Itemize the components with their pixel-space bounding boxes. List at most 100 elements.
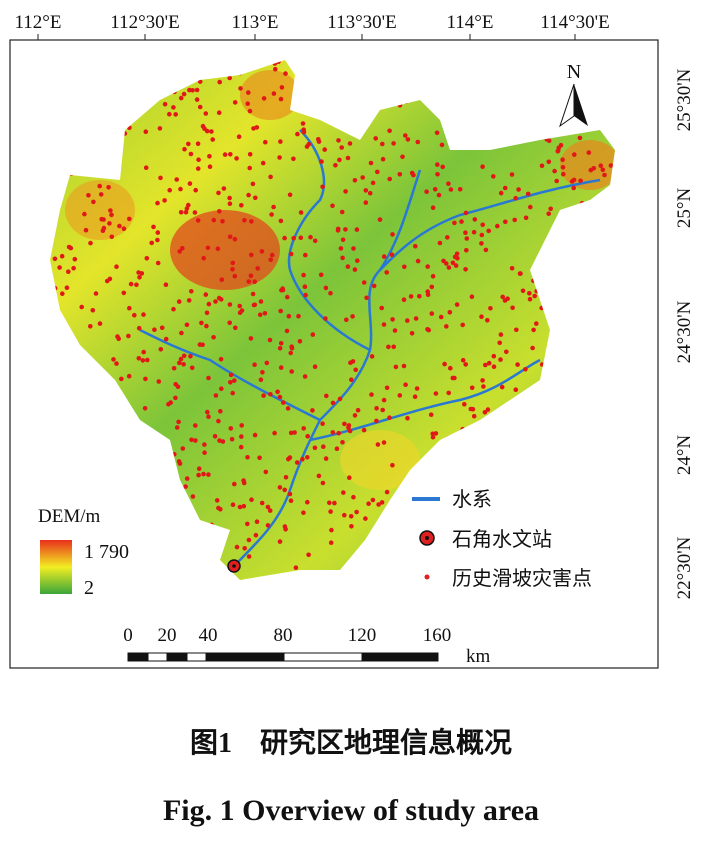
landslide-point xyxy=(261,393,266,398)
landslide-point xyxy=(263,139,268,145)
landslide-point xyxy=(252,432,258,438)
north-arrow xyxy=(574,84,588,126)
landslide-point xyxy=(561,171,566,177)
landslide-point xyxy=(546,211,551,216)
landslide-point xyxy=(472,217,478,222)
landslide-point xyxy=(370,497,376,503)
landslide-point xyxy=(363,516,368,521)
landslide-point xyxy=(470,406,476,412)
landslide-point xyxy=(380,156,386,162)
landslide-point xyxy=(367,190,373,196)
landslide-point xyxy=(464,248,469,253)
landslide-point xyxy=(336,430,342,436)
landslide-point xyxy=(88,240,93,246)
landslide-point xyxy=(233,325,238,331)
landslide-point xyxy=(116,336,121,342)
landslide-point xyxy=(405,318,410,323)
landslide-point xyxy=(430,205,436,210)
landslide-point xyxy=(275,389,280,395)
landslide-point xyxy=(555,148,561,153)
landslide-point xyxy=(310,408,315,413)
landslide-point xyxy=(531,327,536,333)
landslide-point xyxy=(452,220,457,226)
landslide-point xyxy=(320,184,325,190)
landslide-point xyxy=(136,325,142,331)
landslide-point xyxy=(384,385,390,391)
landslide-point xyxy=(263,469,269,475)
landslide-point xyxy=(588,167,594,173)
landslide-point xyxy=(71,265,76,271)
lon-label: 112°E xyxy=(15,12,62,33)
landslide-point xyxy=(377,217,383,222)
landslide-point xyxy=(202,442,207,447)
landslide-point xyxy=(180,246,185,251)
scale-label: 160 xyxy=(423,625,452,646)
landslide-point xyxy=(246,554,252,559)
landslide-point xyxy=(206,375,211,381)
landslide-point xyxy=(513,387,519,393)
landslide-point xyxy=(303,252,308,258)
landslide-point xyxy=(206,472,211,477)
landslide-point xyxy=(333,163,338,168)
landslide-point xyxy=(259,500,265,506)
landslide-point xyxy=(106,185,111,190)
landslide-point xyxy=(282,487,288,493)
landslide-point xyxy=(343,189,348,194)
landslide-point xyxy=(155,260,161,266)
landslide-point xyxy=(126,333,131,339)
landslide-point xyxy=(178,95,184,101)
landslide-point xyxy=(479,241,484,246)
landslide-point xyxy=(176,459,182,464)
landslide-point xyxy=(457,187,463,192)
landslide-point xyxy=(227,234,233,240)
landslide-point xyxy=(480,378,485,383)
landslide-point xyxy=(176,299,182,304)
landslide-point xyxy=(338,246,344,251)
landslide-point xyxy=(152,327,157,333)
landslide-point xyxy=(354,227,360,232)
landslide-point xyxy=(323,285,329,291)
landslide-point xyxy=(381,397,387,403)
landslide-point xyxy=(121,290,127,296)
landslide-point xyxy=(206,414,211,420)
landslide-point xyxy=(558,142,564,148)
landslide-point xyxy=(520,288,526,294)
lon-label: 114°E xyxy=(447,12,494,33)
landslide-point xyxy=(375,442,381,447)
dem-max: 1 790 xyxy=(84,541,129,563)
landslide-point xyxy=(286,456,291,462)
landslide-point xyxy=(186,202,191,208)
landslide-point xyxy=(195,218,201,223)
landslide-point xyxy=(513,195,518,201)
landslide-point xyxy=(435,172,440,177)
landslide-point xyxy=(335,228,341,233)
landslide-point xyxy=(355,258,360,264)
landslide-point xyxy=(361,427,367,433)
landslide-point xyxy=(384,270,390,275)
landslide-point xyxy=(234,544,240,550)
landslide-point xyxy=(232,378,237,383)
station-marker xyxy=(232,564,236,568)
landslide-point xyxy=(100,228,106,233)
landslide-point xyxy=(212,434,218,439)
landslide-point xyxy=(232,481,237,487)
landslide-point xyxy=(229,436,235,442)
landslide-point xyxy=(586,150,592,155)
landslide-point xyxy=(264,360,270,366)
landslide-point xyxy=(283,475,289,480)
landslide-point xyxy=(278,308,284,314)
landslide-point xyxy=(539,163,545,169)
landslide-point xyxy=(128,281,134,287)
landslide-point xyxy=(448,187,454,192)
landslide-point xyxy=(345,264,351,269)
landslide-point xyxy=(230,390,235,396)
landslide-point xyxy=(429,284,435,290)
landslide-point xyxy=(279,85,285,90)
landslide-point xyxy=(297,339,303,344)
landslide-point xyxy=(380,407,386,413)
landslide-point xyxy=(409,170,415,176)
landslide-point xyxy=(278,365,284,370)
landslide-point xyxy=(86,193,91,198)
landslide-point xyxy=(141,349,146,355)
landslide-point xyxy=(560,165,566,170)
